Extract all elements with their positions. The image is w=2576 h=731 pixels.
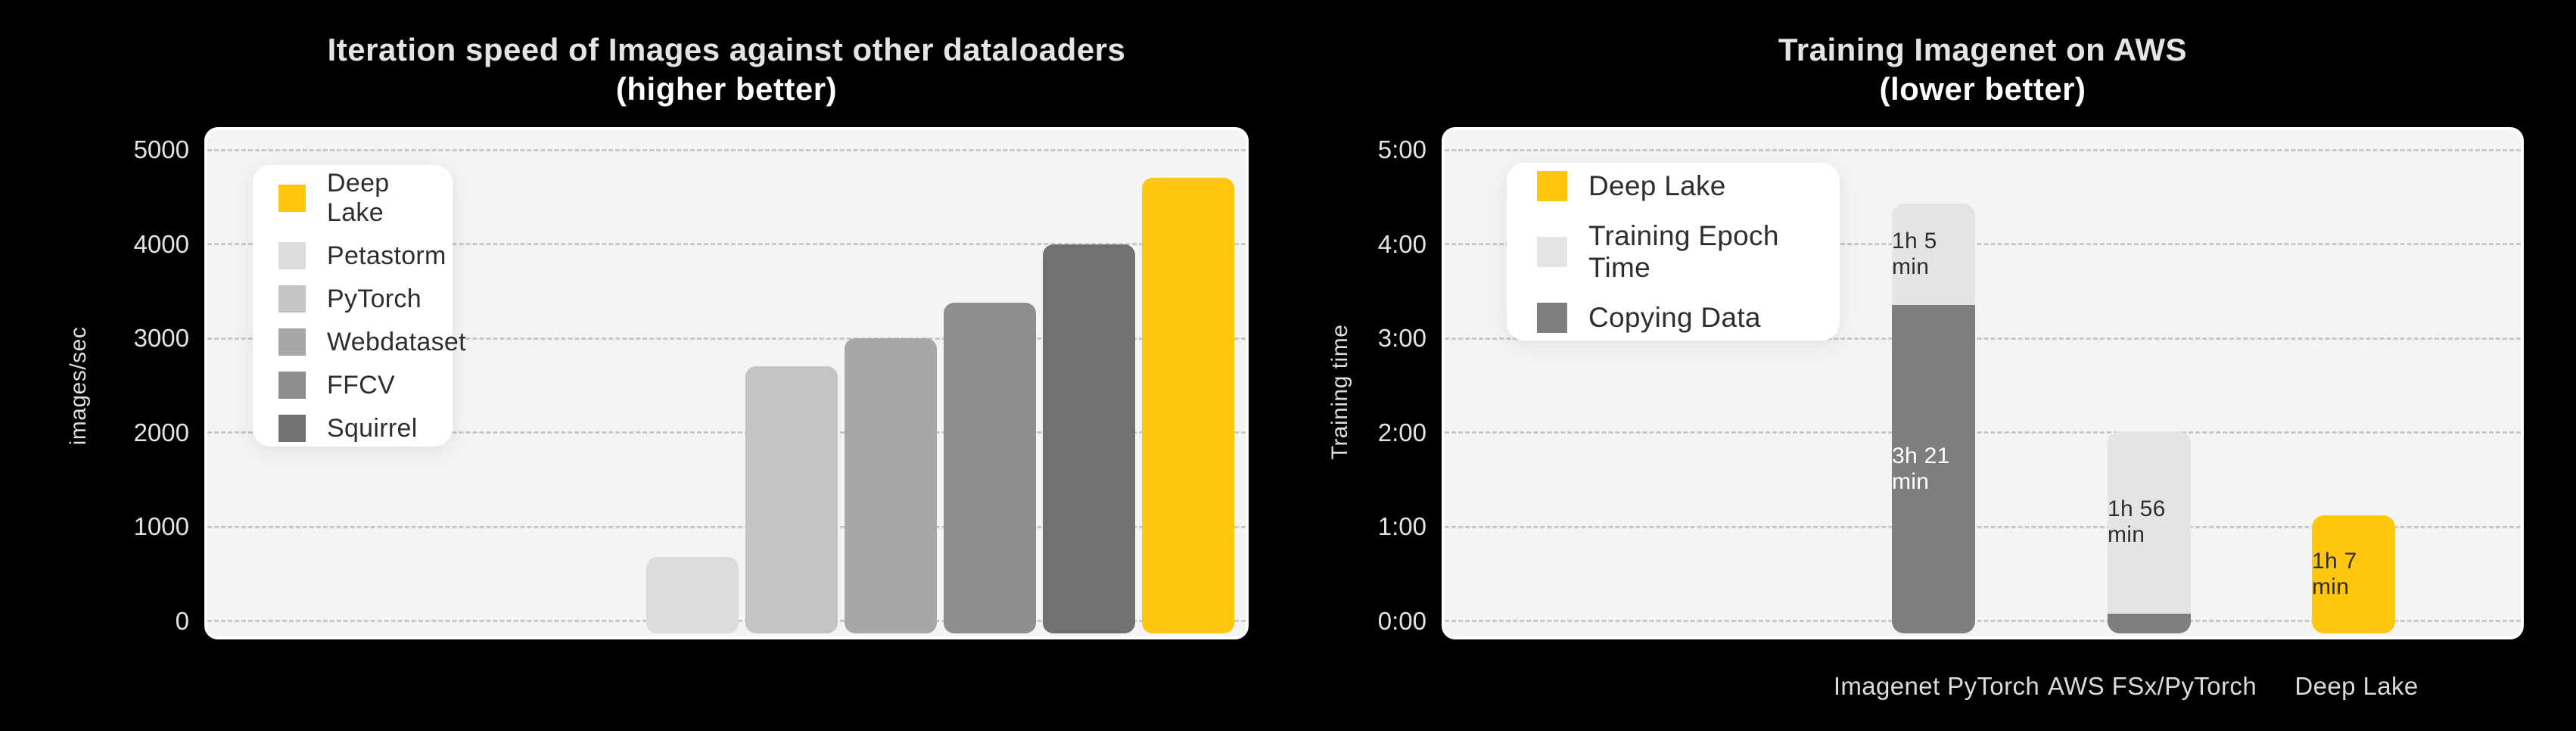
legend-item-squirrel: Squirrel bbox=[278, 414, 427, 443]
legend-item-deep-lake: Deep Lake bbox=[278, 169, 427, 228]
gridline bbox=[1445, 337, 2521, 340]
legend-item-label: FFCV bbox=[327, 370, 395, 400]
bar-segment-training-epoch-time: 1h 5 min bbox=[1892, 203, 1975, 306]
bar-value-label: 1h 5 min bbox=[1892, 228, 1937, 279]
y-tick-label: 0 bbox=[175, 606, 189, 635]
bar-segment-deep-lake: 1h 7 min bbox=[2312, 515, 2395, 633]
bar-segment-training-epoch-time: 1h 56 min bbox=[2108, 431, 2191, 614]
legend-item-label: Training Epoch Time bbox=[1588, 219, 1779, 283]
gridline bbox=[207, 337, 1246, 340]
bar-webdataset bbox=[845, 338, 937, 633]
gridline bbox=[207, 243, 1246, 245]
bar-deep-lake bbox=[1142, 178, 1234, 633]
legend-swatch bbox=[278, 285, 306, 313]
right-chart-title-block: Training Imagenet on AWS (lower better) bbox=[1442, 30, 2524, 109]
bar-petastorm bbox=[646, 557, 739, 633]
legend-item-copying-data: Copying Data bbox=[1537, 302, 1809, 334]
bar-squirrel bbox=[1043, 244, 1135, 633]
y-tick-label: 3:00 bbox=[1377, 324, 1426, 352]
legend-swatch bbox=[1537, 236, 1567, 267]
y-tick-label: 2:00 bbox=[1377, 418, 1426, 446]
legend-item-label: Webdataset bbox=[327, 327, 466, 356]
left-chart-title: Iteration speed of Images against other … bbox=[327, 32, 1126, 67]
legend-item-label: Deep Lake bbox=[327, 168, 390, 227]
x-axis-label-imagenet-pytorch: Imagenet PyTorch bbox=[1833, 672, 2040, 700]
legend-item-label: Deep Lake bbox=[1588, 170, 1726, 201]
bar-value-label: 3h 21 min bbox=[1892, 443, 1950, 495]
bar-imagenet-pytorch: 1h 5 min 3h 21 min bbox=[1892, 203, 1975, 633]
legend-swatch bbox=[278, 372, 306, 399]
right-plot-area: 1h 5 min 3h 21 min 1h 56 min 1h 7 min Deep … bbox=[1442, 127, 2524, 639]
gridline bbox=[1445, 148, 2521, 151]
y-tick-label: 2000 bbox=[133, 418, 189, 446]
legend-item-deep-lake: Deep Lake bbox=[1537, 170, 1809, 202]
y-tick-label: 5000 bbox=[133, 135, 189, 163]
legend-item-training-epoch-time: Training Epoch Time bbox=[1537, 220, 1809, 284]
right-chart-title: Training Imagenet on AWS bbox=[1778, 32, 2188, 67]
bar-segment-copying-data: 3h 21 min bbox=[1892, 305, 1975, 633]
right-chart-subtitle: (lower better) bbox=[1879, 71, 2086, 107]
y-tick-label: 1:00 bbox=[1377, 512, 1426, 540]
left-legend: Deep Lake Petastorm PyTorch Webdataset FFCV S… bbox=[253, 165, 466, 446]
legend-item-pytorch: PyTorch bbox=[278, 285, 427, 314]
x-axis-label-aws-fsx-pytorch: AWS FSx/PyTorch bbox=[2047, 672, 2257, 700]
gridline bbox=[207, 525, 1246, 528]
legend-item-label: Copying Data bbox=[1588, 301, 1761, 333]
bar-segment-copying-data bbox=[2108, 613, 2191, 633]
legend-swatch bbox=[278, 415, 306, 442]
legend-swatch bbox=[278, 184, 306, 212]
y-tick-label: 3000 bbox=[133, 324, 189, 352]
legend-item-label: Petastorm bbox=[327, 241, 446, 270]
bar-deep-lake: 1h 7 min bbox=[2312, 515, 2395, 633]
legend-item-label: PyTorch bbox=[327, 284, 422, 313]
y-tick-label: 1000 bbox=[133, 512, 189, 540]
bar-aws-fsx-pytorch: 1h 56 min bbox=[2108, 431, 2191, 633]
bar-ffcv bbox=[944, 303, 1036, 633]
gridline bbox=[1445, 243, 2521, 245]
bar-value-label: 1h 7 min bbox=[2312, 549, 2357, 600]
legend-swatch bbox=[278, 242, 306, 269]
legend-item-ffcv: FFCV bbox=[278, 371, 427, 400]
y-tick-label: 0:00 bbox=[1377, 606, 1426, 635]
legend-item-petastorm: Petastorm bbox=[278, 241, 446, 271]
left-chart-subtitle: (higher better) bbox=[615, 71, 838, 107]
legend-item-label: Squirrel bbox=[327, 413, 418, 443]
gridline bbox=[207, 431, 1246, 434]
x-axis-label-deep-lake: Deep Lake bbox=[2294, 672, 2419, 700]
y-tick-label: 4000 bbox=[133, 229, 189, 258]
gridline bbox=[1445, 525, 2521, 528]
gridline bbox=[207, 148, 1246, 151]
legend-item-webdataset: Webdataset bbox=[278, 328, 466, 357]
left-plot-area: Deep Lake Petastorm PyTorch Webdataset FFCV S… bbox=[204, 127, 1249, 639]
left-chart-title-block: Iteration speed of Images against other … bbox=[204, 30, 1249, 109]
gridline bbox=[1445, 620, 2521, 622]
legend-swatch bbox=[1537, 170, 1567, 201]
legend-swatch bbox=[1537, 302, 1567, 333]
y-tick-label: 5:00 bbox=[1377, 135, 1426, 163]
right-legend: Deep Lake Training Epoch Time Copying Data bbox=[1507, 163, 1840, 341]
bar-pytorch bbox=[745, 366, 838, 633]
legend-swatch bbox=[278, 328, 306, 356]
y-tick-label: 4:00 bbox=[1377, 229, 1426, 258]
bar-value-label: 1h 56 min bbox=[2108, 496, 2166, 548]
gridline bbox=[1445, 431, 2521, 434]
